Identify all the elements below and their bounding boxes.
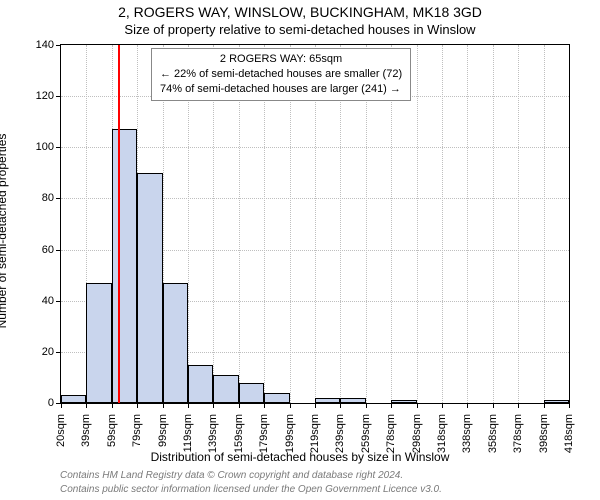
ytick-mark	[56, 147, 61, 148]
histogram-bar	[391, 400, 416, 403]
info-box: 2 ROGERS WAY: 65sqm← 22% of semi-detache…	[151, 48, 411, 101]
ytick-label: 80	[14, 192, 54, 204]
xtick-mark	[137, 403, 138, 408]
histogram-bar	[315, 398, 340, 403]
ytick-mark	[56, 45, 61, 46]
xtick-mark	[86, 403, 87, 408]
ytick-mark	[56, 198, 61, 199]
gridline-vertical	[417, 45, 418, 403]
xtick-mark	[239, 403, 240, 408]
property-marker-line	[118, 45, 120, 403]
gridline-vertical	[493, 45, 494, 403]
chart-subtitle: Size of property relative to semi-detach…	[0, 22, 600, 37]
histogram-bar	[239, 383, 264, 403]
xtick-mark	[544, 403, 545, 408]
histogram-bar	[340, 398, 365, 403]
histogram-bar	[264, 393, 289, 403]
xtick-mark	[467, 403, 468, 408]
xtick-mark	[163, 403, 164, 408]
ytick-label: 20	[14, 346, 54, 358]
xtick-mark	[188, 403, 189, 408]
histogram-bar	[213, 375, 238, 403]
xtick-mark	[213, 403, 214, 408]
y-axis-label: Number of semi-detached properties	[0, 134, 9, 329]
histogram-bar	[544, 400, 569, 403]
ytick-label: 60	[14, 244, 54, 256]
histogram-bar	[61, 395, 86, 403]
histogram-bar	[112, 129, 137, 403]
xtick-mark	[61, 403, 62, 408]
info-box-line: ← 22% of semi-detached houses are smalle…	[160, 67, 402, 82]
footer-line-1: Contains HM Land Registry data © Crown c…	[60, 470, 403, 481]
ytick-label: 140	[14, 39, 54, 51]
xtick-mark	[340, 403, 341, 408]
xtick-mark	[315, 403, 316, 408]
ytick-label: 120	[14, 90, 54, 102]
gridline-vertical	[467, 45, 468, 403]
ytick-mark	[56, 96, 61, 97]
plot-area: 2 ROGERS WAY: 65sqm← 22% of semi-detache…	[60, 44, 570, 404]
xtick-mark	[493, 403, 494, 408]
ytick-mark	[56, 250, 61, 251]
xtick-mark	[569, 403, 570, 408]
histogram-bar	[188, 365, 213, 403]
ytick-mark	[56, 352, 61, 353]
xtick-mark	[391, 403, 392, 408]
xtick-mark	[112, 403, 113, 408]
x-axis-label: Distribution of semi-detached houses by …	[0, 450, 600, 464]
ytick-label: 0	[14, 397, 54, 409]
ytick-label: 100	[14, 141, 54, 153]
xtick-mark	[366, 403, 367, 408]
xtick-mark	[518, 403, 519, 408]
ytick-mark	[56, 301, 61, 302]
gridline-vertical	[518, 45, 519, 403]
xtick-mark	[442, 403, 443, 408]
xtick-mark	[264, 403, 265, 408]
xtick-mark	[417, 403, 418, 408]
info-box-line: 74% of semi-detached houses are larger (…	[160, 82, 402, 97]
chart-title: 2, ROGERS WAY, WINSLOW, BUCKINGHAM, MK18…	[0, 4, 600, 20]
footer-line-2: Contains public sector information licen…	[60, 484, 442, 495]
gridline-vertical	[442, 45, 443, 403]
xtick-mark	[290, 403, 291, 408]
gridline-vertical	[544, 45, 545, 403]
histogram-bar	[137, 173, 162, 403]
info-box-line: 2 ROGERS WAY: 65sqm	[160, 52, 402, 67]
histogram-bar	[163, 283, 188, 403]
ytick-label: 40	[14, 295, 54, 307]
histogram-bar	[86, 283, 111, 403]
